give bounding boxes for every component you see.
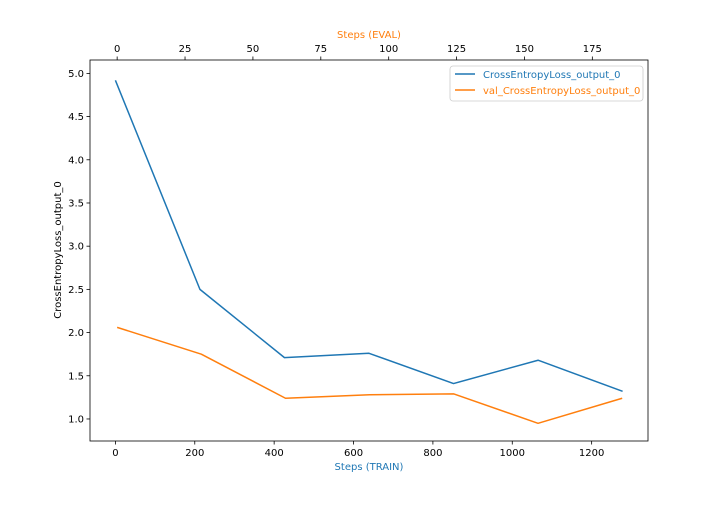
y-axis: 1.0 1.5 2.0 2.5 3.0 3.5 4.0 4.5 5.0 — [68, 69, 90, 425]
y-axis-label: CrossEntropyLoss_output_0 — [53, 181, 64, 319]
x-tick-label: 0 — [112, 448, 118, 459]
x-tick-label: 1200 — [579, 448, 604, 459]
x-tick-label: 200 — [185, 448, 204, 459]
x2-tick-label: 150 — [515, 44, 534, 55]
x-axis-eval: 0 25 50 75 100 125 150 175 — [114, 44, 602, 60]
legend: CrossEntropyLoss_output_0 val_CrossEntro… — [449, 65, 644, 102]
x2-tick-label: 50 — [247, 44, 260, 55]
x2-tick-label: 175 — [583, 44, 602, 55]
y-tick-label: 1.0 — [68, 414, 84, 425]
series-line-train — [114, 80, 623, 393]
y-tick-label: 2.0 — [68, 328, 84, 339]
plot-area-frame — [89, 59, 649, 442]
x2-tick-label: 25 — [179, 44, 192, 55]
legend-label-val: val_CrossEntropyLoss_output_0 — [483, 86, 640, 97]
x2-tick-label: 0 — [114, 44, 120, 55]
x-tick-label: 1000 — [500, 448, 525, 459]
x-axis-label: Steps (TRAIN) — [335, 462, 404, 473]
x2-tick-label: 75 — [314, 44, 327, 55]
y-tick-label: 3.0 — [68, 242, 84, 253]
y-tick-label: 1.5 — [68, 371, 84, 382]
x-axis-train: 0 200 400 600 800 1000 1200 — [112, 441, 604, 459]
x2-tick-label: 100 — [379, 44, 398, 55]
series-layer — [114, 80, 623, 425]
y-tick-label: 4.5 — [68, 112, 84, 123]
x-tick-label: 600 — [344, 448, 363, 459]
legend-box — [449, 65, 644, 102]
x2-tick-label: 125 — [447, 44, 466, 55]
legend-label-train: CrossEntropyLoss_output_0 — [483, 70, 621, 81]
y-tick-label: 4.0 — [68, 155, 84, 166]
y-tick-label: 5.0 — [68, 69, 84, 80]
x2-axis-label: Steps (EVAL) — [337, 30, 401, 41]
x-tick-label: 400 — [265, 448, 284, 459]
x-tick-label: 800 — [423, 448, 442, 459]
y-tick-label: 3.5 — [68, 198, 84, 209]
y-tick-label: 2.5 — [68, 285, 84, 296]
series-line-val — [116, 326, 623, 425]
